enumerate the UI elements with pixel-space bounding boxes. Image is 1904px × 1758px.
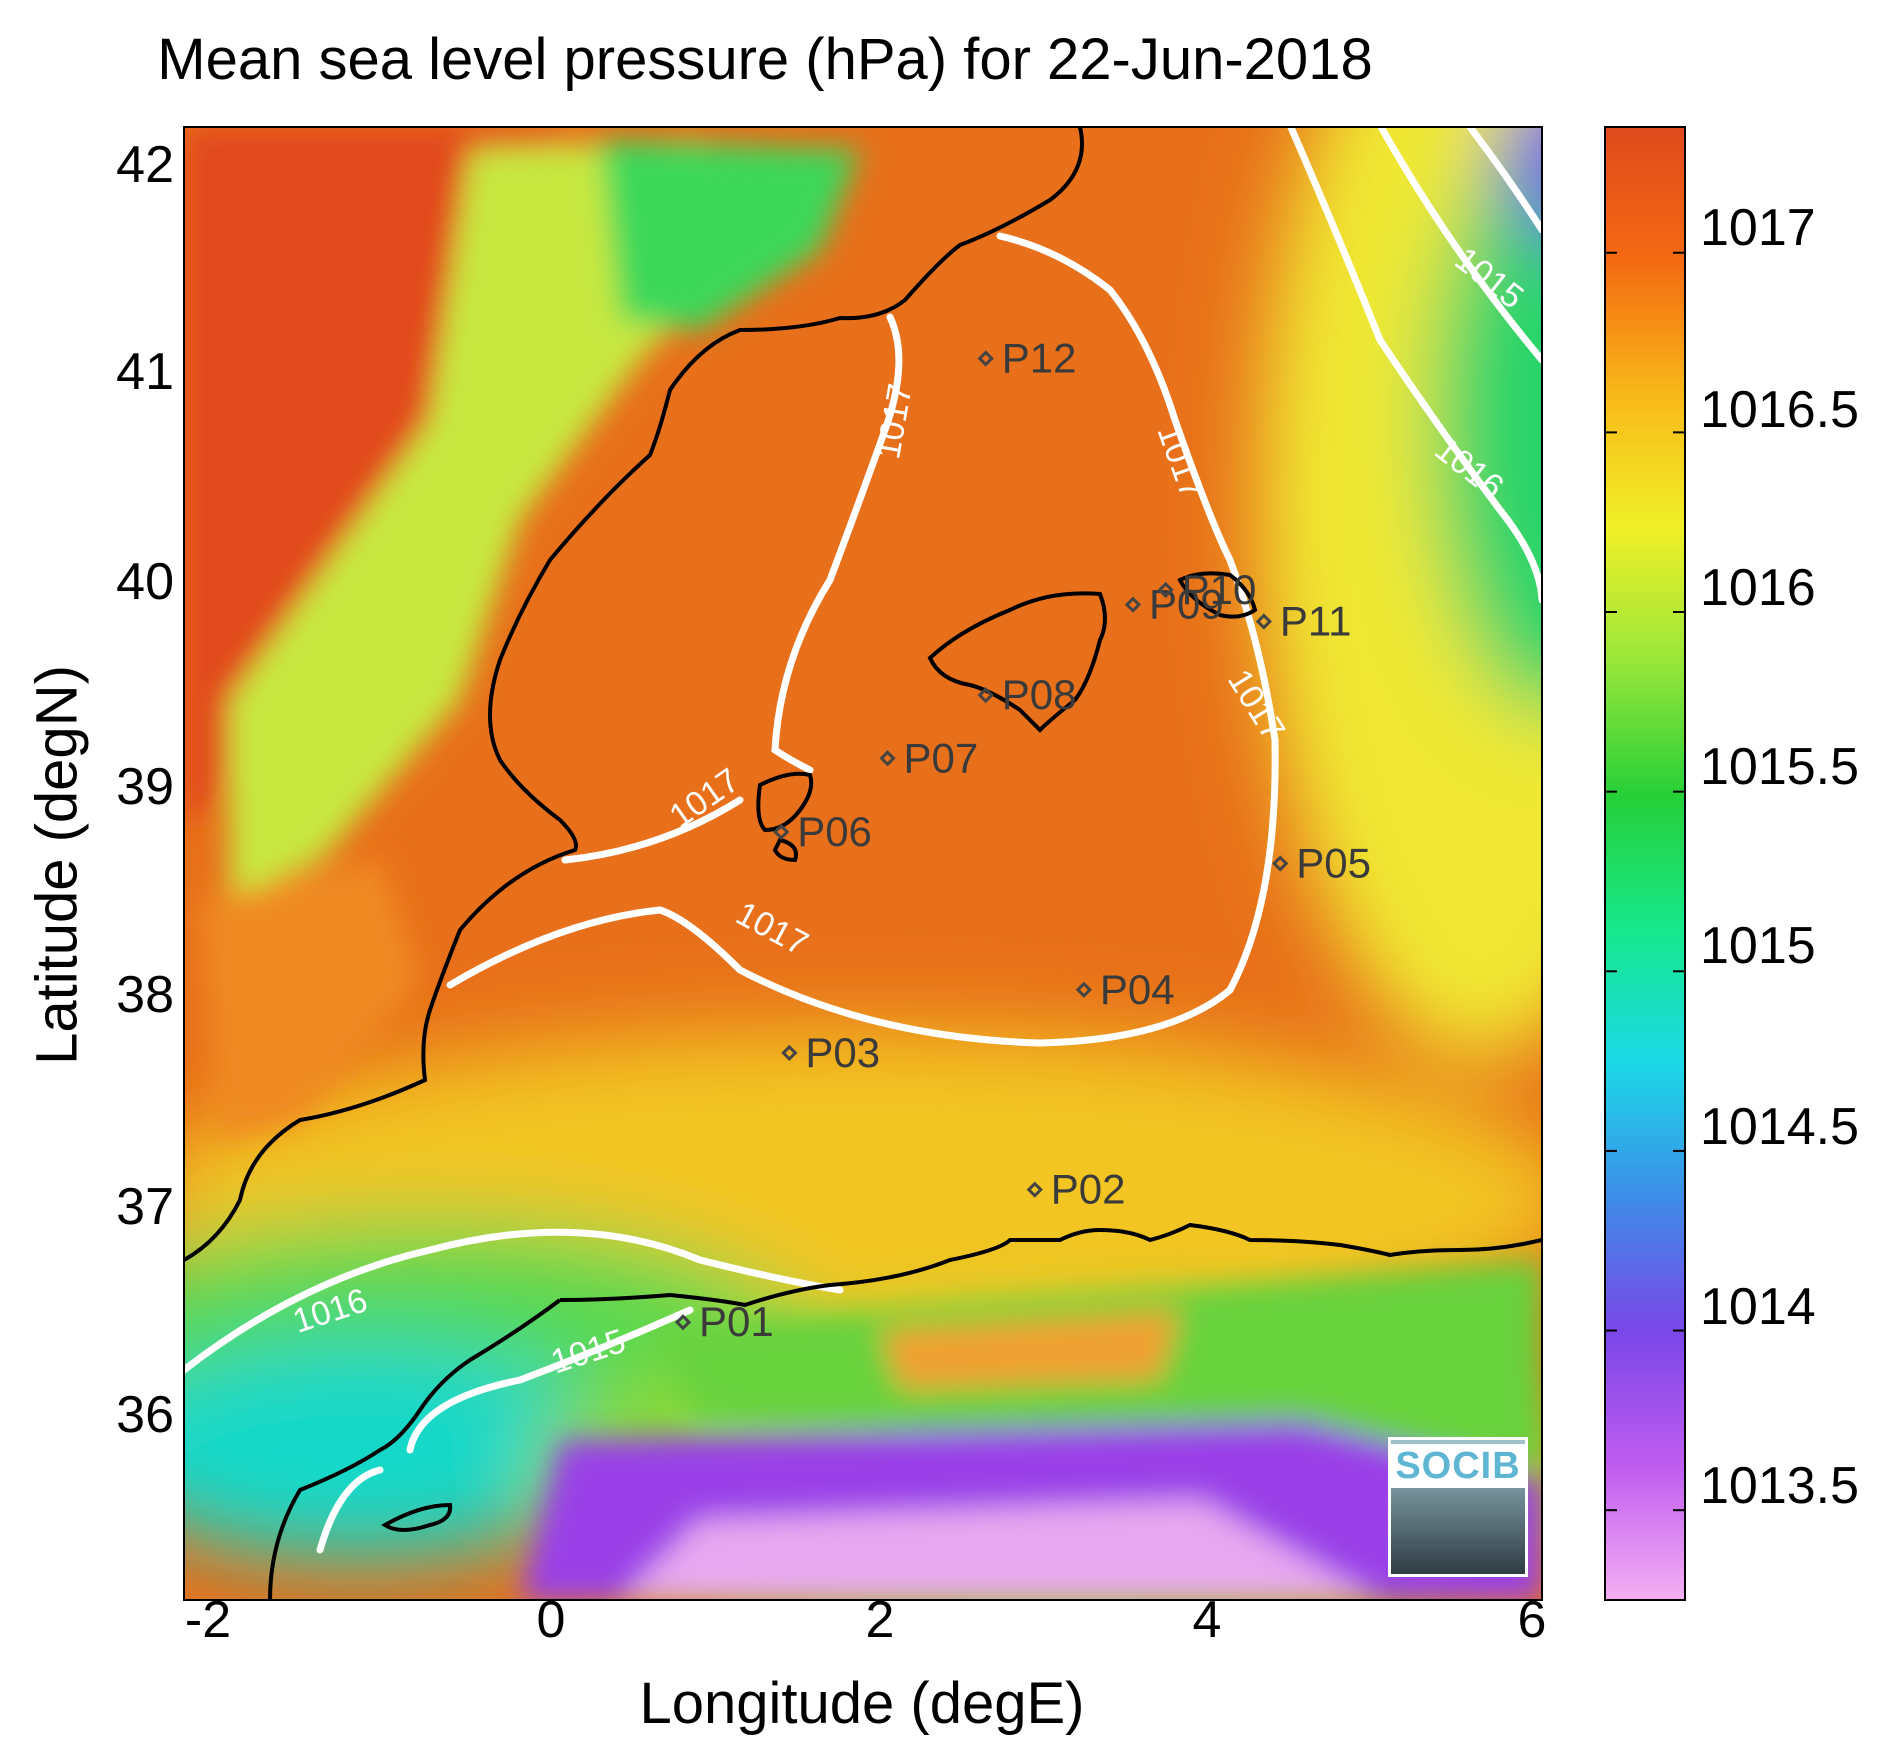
station-label: P12 <box>1002 334 1077 381</box>
station-label: P06 <box>797 808 872 855</box>
colorbar-tick-label: 1014 <box>1700 1278 1816 1336</box>
colorbar-ticks <box>1605 251 1685 1512</box>
x-axis-label: Longitude (degE) <box>639 1671 1085 1736</box>
socib-logo-text: SOCIB <box>1391 1444 1525 1488</box>
station-marker <box>773 823 790 841</box>
station-label: P04 <box>1100 966 1175 1013</box>
station-marker <box>1026 1181 1043 1198</box>
socib-logo: SOCIB <box>1388 1437 1528 1577</box>
station-marker <box>1124 596 1142 613</box>
station-label: P11 <box>1280 598 1352 645</box>
station-label: P07 <box>904 734 979 781</box>
station-label: P10 <box>1182 566 1257 613</box>
coastline <box>184 127 1542 1600</box>
colorbar-tick-label: 1013.5 <box>1700 1457 1860 1515</box>
station-label: P01 <box>699 1298 774 1345</box>
pressure-field: 1017 1017 1017 1017 1017 1016 1015 1016 … <box>184 127 1542 1600</box>
y-tick-label: 38 <box>116 966 174 1024</box>
y-tick-label: 40 <box>116 553 174 611</box>
station-label: P05 <box>1296 840 1371 887</box>
station-label: P03 <box>805 1029 880 1076</box>
colorbar-tick-label: 1016 <box>1700 559 1816 617</box>
map-title: Mean sea level pressure (hPa) for 22-Jun… <box>157 27 1373 92</box>
station-marker <box>1255 613 1272 630</box>
station-marker <box>879 750 896 767</box>
y-tick-label: 39 <box>116 758 174 816</box>
colorbar-tick-label: 1016.5 <box>1700 381 1860 439</box>
station-marker <box>781 1044 798 1062</box>
station-label: P08 <box>1002 671 1077 718</box>
station-marker <box>1272 855 1289 872</box>
isobar-lines <box>184 127 1542 1554</box>
colorbar-tick-label: 1014.5 <box>1700 1098 1860 1156</box>
y-tick-label: 36 <box>116 1386 174 1444</box>
station-marker <box>674 1314 692 1331</box>
y-tick-label: 37 <box>116 1178 174 1236</box>
station-label: P02 <box>1051 1166 1126 1213</box>
y-tick-label: 42 <box>116 136 174 194</box>
station-marker <box>1157 581 1174 599</box>
station-marker <box>977 350 994 367</box>
y-tick-label: 41 <box>116 343 174 401</box>
station-marker <box>977 687 994 704</box>
colorbar-gradient <box>1604 126 1686 1601</box>
plot-frame <box>183 126 1543 1601</box>
colorbar-tick-label: 1015.5 <box>1700 738 1860 796</box>
colorbar-tick-label: 1015 <box>1700 917 1816 975</box>
colorbar <box>1604 126 1686 1601</box>
colorbar-tick-label: 1017 <box>1700 199 1816 257</box>
station-marker <box>1075 981 1093 998</box>
